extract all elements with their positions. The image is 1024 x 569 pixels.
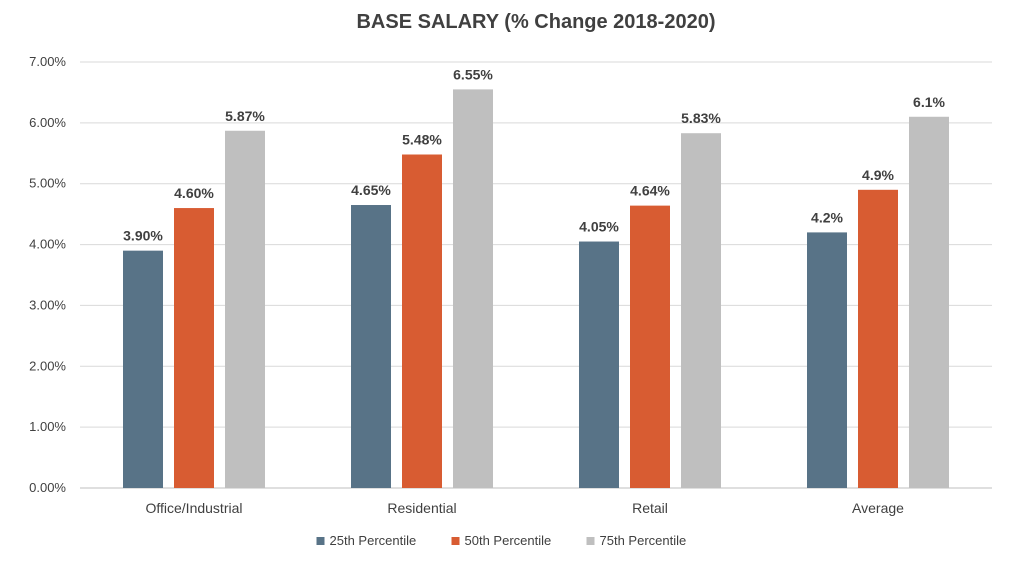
- x-category-label: Office/Industrial: [145, 500, 242, 516]
- data-label: 6.55%: [453, 66, 493, 82]
- data-label: 4.2%: [811, 209, 843, 225]
- y-tick-label: 5.00%: [29, 176, 66, 191]
- bar: [858, 189, 898, 489]
- bar: [630, 205, 670, 488]
- bar: [453, 89, 493, 488]
- bar: [174, 208, 214, 489]
- bar: [351, 205, 391, 488]
- bar: [681, 133, 721, 488]
- data-label: 4.9%: [862, 167, 894, 183]
- data-label: 4.05%: [579, 219, 619, 235]
- legend-label: 50th Percentile: [465, 533, 552, 548]
- data-label: 5.83%: [681, 110, 721, 126]
- gridlines: [80, 61, 992, 428]
- y-axis-ticks: 0.00% 1.00% 2.00% 3.00% 4.00% 5.00% 6.00% 7.00%: [29, 54, 66, 495]
- bar: [807, 232, 847, 488]
- y-tick-label: 3.00%: [29, 297, 66, 312]
- legend-label: 75th Percentile: [600, 533, 687, 548]
- x-category-label: Average: [852, 500, 904, 516]
- data-label: 5.87%: [225, 108, 265, 124]
- legend: 25th Percentile 50th Percentile 75th Perce…: [316, 533, 687, 548]
- bar: [225, 130, 265, 489]
- legend-swatch: [316, 537, 325, 545]
- data-label: 5.48%: [402, 132, 442, 148]
- legend-swatch: [451, 537, 460, 545]
- bar: [123, 250, 163, 488]
- legend-label: 25th Percentile: [330, 533, 417, 548]
- bar: [909, 116, 949, 489]
- bars: [123, 89, 949, 489]
- bar: [402, 154, 442, 488]
- bar: [579, 241, 619, 488]
- y-tick-label: 7.00%: [29, 54, 66, 69]
- y-tick-label: 2.00%: [29, 358, 66, 373]
- y-tick-label: 4.00%: [29, 237, 66, 252]
- y-tick-label: 1.00%: [29, 419, 66, 434]
- category-labels: Office/Industrial Residential Retail Averag…: [145, 500, 904, 516]
- x-category-label: Retail: [632, 500, 668, 516]
- x-category-label: Residential: [387, 500, 456, 516]
- y-tick-label: 0.00%: [29, 480, 66, 495]
- data-labels: 3.90% 4.60% 5.87% 4.65% 5.48% 6.55% 4.05% 4.64%…: [123, 66, 945, 243]
- data-label: 4.60%: [174, 185, 214, 201]
- data-label: 6.1%: [913, 94, 945, 110]
- data-label: 4.65%: [351, 182, 391, 198]
- chart-title: BASE SALARY (% Change 2018-2020): [356, 11, 715, 33]
- data-label: 3.90%: [123, 228, 163, 244]
- y-tick-label: 6.00%: [29, 115, 66, 130]
- data-label: 4.64%: [630, 183, 670, 199]
- legend-swatch: [586, 537, 595, 545]
